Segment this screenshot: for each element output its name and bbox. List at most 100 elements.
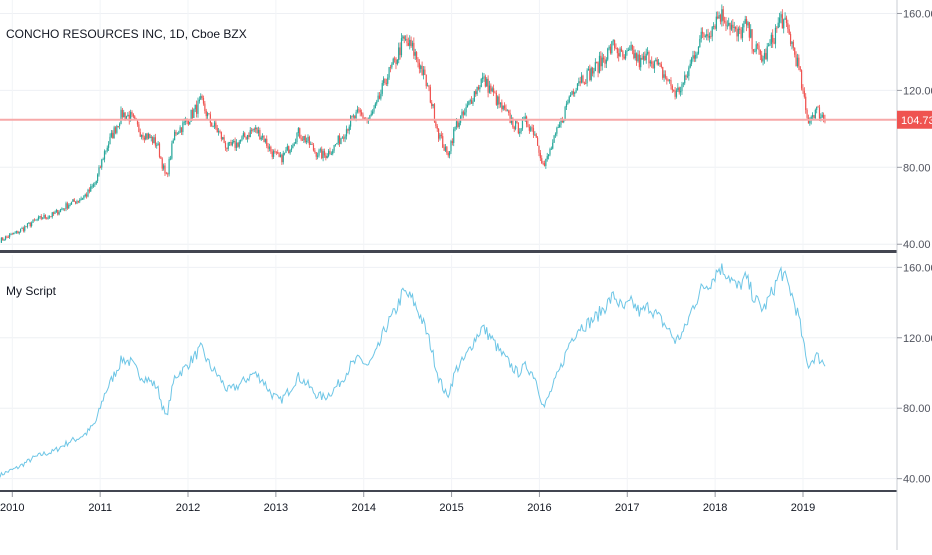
candle-body: [21, 228, 23, 229]
candle-body: [646, 52, 649, 54]
candle-body: [66, 203, 68, 209]
candle-body: [678, 87, 680, 93]
candle-body: [344, 136, 346, 139]
candle-body: [323, 151, 326, 156]
candle-body: [591, 67, 594, 74]
candle-body: [394, 58, 396, 60]
candle-body: [154, 137, 156, 146]
candle-body: [241, 136, 243, 140]
candle-body: [77, 201, 79, 203]
candle-body: [9, 234, 11, 238]
candle-body: [116, 126, 118, 133]
candle-body: [776, 27, 778, 29]
candle-body: [4, 236, 7, 240]
candle-body: [728, 22, 730, 26]
candle-body: [732, 24, 734, 28]
candle-body: [565, 103, 568, 107]
candle-body: [640, 57, 642, 68]
candle-body: [117, 126, 119, 127]
candle-body: [215, 122, 217, 129]
candle-body: [692, 55, 694, 59]
candle-body: [39, 216, 41, 217]
candle-body: [204, 103, 206, 111]
candle-body: [157, 143, 159, 146]
candle-body: [286, 146, 288, 150]
candle-body: [662, 66, 664, 78]
candle-body: [428, 85, 430, 88]
candle-body: [696, 53, 698, 55]
candle-body: [763, 53, 766, 59]
candle-body: [598, 55, 601, 73]
candle-body: [756, 44, 759, 46]
candle-body: [750, 29, 752, 38]
candle-body: [185, 119, 187, 122]
candle-body: [431, 102, 433, 107]
candle-body: [690, 58, 693, 64]
candle-body: [138, 124, 140, 133]
candle-body: [91, 186, 93, 188]
candle-body: [576, 83, 579, 90]
candle-body: [780, 14, 782, 18]
candle-body: [32, 219, 34, 223]
candle-body: [558, 124, 561, 128]
candle-body: [418, 62, 420, 69]
candle-body: [398, 47, 400, 61]
candle-body: [277, 152, 279, 154]
candle-body: [130, 112, 132, 122]
candle-body: [211, 122, 213, 127]
candle-body: [772, 34, 774, 43]
candle-body: [743, 23, 745, 28]
candle-body: [414, 52, 416, 56]
candle-body: [798, 57, 800, 67]
candle-body: [387, 77, 389, 84]
candle-body: [391, 64, 393, 68]
candle-body: [455, 121, 458, 127]
candle-body: [498, 96, 500, 105]
candle-body: [271, 151, 273, 157]
candle-body: [209, 114, 211, 123]
candle-body: [422, 69, 425, 76]
candle-body: [816, 106, 818, 110]
candle-body: [168, 158, 170, 175]
candle-body: [358, 109, 360, 111]
candle-body: [754, 51, 756, 53]
candle-body: [125, 115, 128, 120]
y-tick-label: 120.00: [903, 85, 932, 97]
candle-body: [264, 138, 266, 143]
candle-body: [196, 104, 198, 114]
candle-body: [86, 194, 88, 197]
candle-body: [514, 121, 517, 130]
candle-body: [554, 133, 557, 136]
candle-body: [307, 136, 309, 141]
candle-body: [484, 76, 486, 87]
candle-body: [337, 135, 339, 144]
candle-body: [552, 142, 554, 149]
candle-body: [355, 111, 357, 119]
candle-body: [475, 91, 477, 95]
candle-body: [127, 114, 129, 116]
candle-body: [413, 42, 415, 56]
candle-body: [476, 86, 478, 95]
candle-body: [152, 136, 154, 144]
candle-body: [677, 87, 679, 91]
candle-body: [563, 119, 565, 123]
candle-body: [717, 16, 719, 19]
candle-body: [51, 212, 53, 217]
candle-body: [641, 57, 643, 60]
candle-body: [585, 83, 587, 84]
candle-body: [685, 75, 687, 77]
candle-body: [334, 144, 337, 146]
candle-body: [83, 196, 85, 199]
candle-body: [296, 132, 298, 143]
candle-body: [377, 95, 379, 102]
x-tick-label: 2018: [703, 502, 727, 514]
candle-body: [538, 145, 540, 153]
candle-body: [25, 226, 27, 228]
candle-body: [165, 173, 167, 175]
candle-body: [81, 198, 84, 200]
candle-body: [560, 118, 562, 125]
candle-body: [711, 26, 713, 37]
candle-body: [400, 38, 403, 56]
candle-body: [531, 127, 533, 129]
candle-body: [762, 58, 764, 62]
